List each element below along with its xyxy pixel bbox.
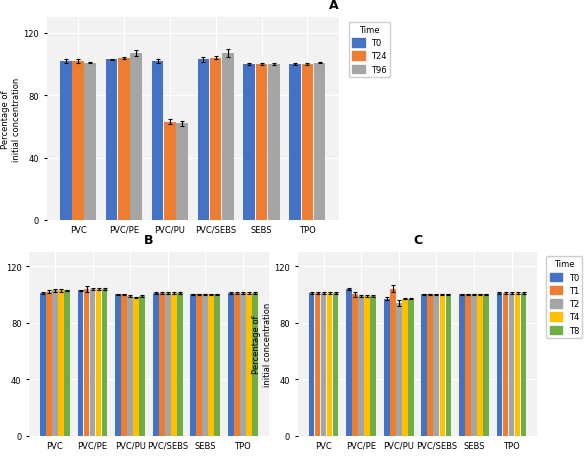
Bar bbox=[102, 289, 107, 436]
Bar bbox=[256, 65, 267, 220]
Bar bbox=[203, 295, 208, 436]
Bar bbox=[327, 293, 332, 436]
Bar bbox=[196, 295, 202, 436]
Bar bbox=[268, 65, 280, 220]
Bar bbox=[164, 123, 176, 220]
Bar bbox=[140, 296, 145, 436]
Bar bbox=[85, 63, 96, 220]
Bar bbox=[309, 293, 314, 436]
Bar bbox=[84, 289, 89, 436]
Bar bbox=[333, 293, 339, 436]
Bar bbox=[352, 295, 358, 436]
Bar bbox=[130, 54, 142, 220]
Bar bbox=[58, 291, 64, 436]
Bar bbox=[153, 293, 158, 436]
Bar bbox=[72, 62, 84, 220]
Bar bbox=[315, 293, 321, 436]
Bar bbox=[208, 295, 214, 436]
Legend: T0, T24, T96: T0, T24, T96 bbox=[349, 22, 390, 78]
Bar bbox=[321, 293, 326, 436]
Bar bbox=[176, 124, 188, 220]
Bar bbox=[359, 296, 364, 436]
Bar bbox=[159, 293, 165, 436]
Bar bbox=[390, 289, 395, 436]
Bar bbox=[483, 295, 489, 436]
Bar bbox=[133, 297, 139, 436]
Bar bbox=[252, 293, 258, 436]
Bar bbox=[521, 293, 526, 436]
Bar bbox=[509, 293, 515, 436]
Bar bbox=[52, 291, 58, 436]
Bar bbox=[364, 296, 370, 436]
Bar bbox=[46, 292, 52, 436]
Bar bbox=[214, 295, 220, 436]
Bar bbox=[210, 59, 221, 220]
Bar bbox=[422, 295, 427, 436]
Y-axis label: initial concentration: initial concentration bbox=[0, 302, 3, 386]
Bar bbox=[165, 293, 171, 436]
Bar bbox=[301, 65, 313, 220]
Text: C: C bbox=[413, 234, 422, 247]
Bar bbox=[222, 54, 234, 220]
Bar bbox=[240, 293, 246, 436]
Bar bbox=[90, 289, 95, 436]
Bar bbox=[289, 65, 301, 220]
Bar bbox=[64, 291, 70, 436]
Y-axis label: Percentage of
initial concentration: Percentage of initial concentration bbox=[1, 77, 20, 162]
Text: A: A bbox=[329, 0, 339, 12]
Bar bbox=[78, 291, 84, 436]
Bar bbox=[459, 295, 465, 436]
Bar bbox=[396, 303, 402, 436]
Bar bbox=[115, 295, 121, 436]
Bar bbox=[465, 295, 471, 436]
Bar bbox=[433, 295, 439, 436]
Bar bbox=[234, 293, 239, 436]
Bar bbox=[96, 289, 102, 436]
Bar bbox=[197, 60, 209, 220]
Bar bbox=[402, 299, 408, 436]
Bar bbox=[152, 62, 164, 220]
Bar bbox=[121, 295, 127, 436]
Bar bbox=[127, 296, 133, 436]
Bar bbox=[346, 289, 352, 436]
Bar bbox=[246, 293, 252, 436]
Bar bbox=[106, 60, 117, 220]
Bar bbox=[446, 295, 451, 436]
Bar bbox=[408, 299, 413, 436]
Bar bbox=[515, 293, 520, 436]
Bar bbox=[503, 293, 508, 436]
Legend: T0, T1, T2, T4, T8: T0, T1, T2, T4, T8 bbox=[546, 257, 582, 338]
Bar bbox=[190, 295, 196, 436]
Bar bbox=[477, 295, 483, 436]
Bar bbox=[370, 296, 376, 436]
Bar bbox=[427, 295, 433, 436]
Y-axis label: Percentage of
initial concentration: Percentage of initial concentration bbox=[252, 302, 272, 386]
Bar bbox=[496, 293, 502, 436]
Bar bbox=[60, 62, 72, 220]
Bar bbox=[440, 295, 445, 436]
Bar bbox=[384, 299, 390, 436]
Bar bbox=[171, 293, 176, 436]
Bar bbox=[177, 293, 183, 436]
Bar bbox=[228, 293, 234, 436]
Bar bbox=[40, 293, 46, 436]
Text: B: B bbox=[144, 234, 154, 247]
Bar bbox=[314, 63, 325, 220]
Bar bbox=[244, 65, 255, 220]
Bar bbox=[118, 59, 130, 220]
Bar bbox=[471, 295, 477, 436]
